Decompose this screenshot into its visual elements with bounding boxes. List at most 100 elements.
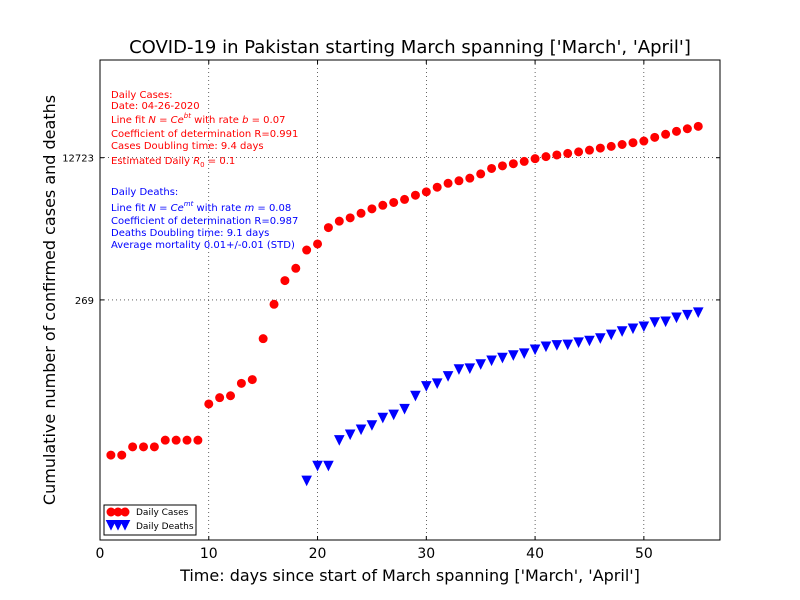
deaths-point: [638, 321, 650, 333]
cases-annotation-date: Date: 04-26-2020: [111, 101, 200, 112]
cases-point: [617, 140, 627, 150]
deaths-annotation: Daily Deaths: Line fit N = Cemt with rat…: [111, 187, 298, 251]
deaths-point: [660, 316, 671, 328]
cases-annotation: Daily Cases: Date: 04-26-2020 Line fit N…: [111, 90, 298, 169]
x-tick-label: 10: [200, 546, 218, 562]
cases-point: [682, 124, 692, 134]
deaths-point: [497, 352, 508, 364]
deaths-annotation-fit: Line fit N = Cemt with rate m = 0.08: [111, 200, 291, 214]
cases-point: [661, 129, 671, 139]
cases-point: [693, 121, 703, 131]
deaths-annotation-r2: Coefficient of determination R=0.987: [111, 216, 298, 227]
cases-point: [182, 435, 192, 445]
legend-deaths-label: Daily Deaths: [136, 522, 194, 532]
deaths-point: [671, 312, 682, 324]
cases-point: [139, 442, 149, 452]
cases-point: [541, 152, 551, 162]
cases-point: [258, 334, 268, 344]
cases-point: [356, 208, 366, 218]
deaths-point: [682, 309, 693, 321]
deaths-point: [486, 355, 497, 367]
cases-annotation-doubling: Cases Doubling time: 9.4 days: [111, 141, 264, 152]
cases-point: [160, 435, 170, 445]
cases-point: [247, 375, 257, 385]
cases-point: [650, 132, 660, 142]
deaths-point: [344, 429, 356, 441]
y-tick-label: 269: [75, 296, 94, 307]
cases-point: [595, 143, 605, 153]
cases-point: [106, 450, 116, 460]
cases-point: [302, 245, 312, 255]
deaths-point: [399, 403, 410, 415]
cases-point: [400, 194, 410, 204]
legend-deaths-marker-point: [105, 520, 117, 531]
chart-title: COVID-19 in Pakistan starting March span…: [129, 37, 691, 58]
x-axis-label: Time: days since start of March spanning…: [179, 566, 640, 585]
deaths-point: [551, 340, 563, 351]
deaths-annotation-heading: Daily Deaths:: [111, 187, 178, 198]
deaths-point: [431, 378, 443, 389]
x-tick-label: 40: [526, 546, 544, 562]
cases-point: [421, 187, 431, 197]
cases-point: [432, 182, 442, 192]
y-tick-label: 12723: [62, 154, 94, 165]
axis-ticks: 0 10 20 30 40 50 269 12723: [62, 60, 720, 562]
cases-point: [269, 299, 279, 309]
deaths-point: [421, 381, 432, 392]
cases-point: [367, 204, 377, 214]
deaths-point: [692, 307, 704, 318]
deaths-annotation-mortality: Average mortality 0.01+/-0.01 (STD): [111, 240, 295, 251]
cases-point: [149, 442, 159, 452]
legend-cases-marker-point: [120, 507, 130, 517]
cases-point: [204, 399, 214, 409]
deaths-point: [595, 333, 606, 344]
cases-point: [280, 276, 290, 286]
deaths-point: [605, 329, 617, 341]
deaths-point: [508, 350, 519, 361]
cases-point: [519, 156, 529, 166]
deaths-point: [562, 339, 574, 351]
cases-point: [508, 159, 518, 169]
deaths-point: [616, 326, 628, 337]
cases-point: [117, 450, 127, 460]
cases-point: [584, 145, 594, 155]
deaths-point: [573, 337, 584, 349]
deaths-point: [529, 344, 541, 356]
cases-point: [454, 176, 464, 186]
cases-point: [552, 150, 562, 160]
cases-point: [563, 148, 573, 158]
deaths-point: [540, 341, 552, 353]
deaths-point: [627, 323, 639, 335]
cases-point: [443, 178, 453, 188]
legend-deaths-marker: [105, 520, 131, 531]
deaths-point: [366, 420, 378, 431]
cases-point: [497, 161, 507, 171]
cases-point: [291, 263, 301, 273]
cases-point: [574, 147, 584, 157]
deaths-point: [464, 363, 476, 375]
deaths-point: [410, 390, 421, 402]
cases-point: [628, 138, 638, 148]
cases-annotation-fit: Line fit N = Cebt with rate b = 0.07: [111, 112, 285, 126]
cases-point: [410, 190, 420, 200]
legend: Daily Cases Daily Deaths: [103, 504, 197, 536]
cases-point: [389, 197, 399, 207]
x-tick-label: 30: [417, 546, 435, 562]
x-tick-label: 20: [309, 546, 327, 562]
deaths-point: [388, 409, 399, 421]
cases-point: [171, 435, 181, 445]
deaths-point: [377, 412, 389, 424]
cases-point: [193, 435, 203, 445]
data-points: [106, 121, 704, 487]
deaths-point: [333, 435, 345, 446]
deaths-point: [475, 359, 487, 370]
cases-point: [639, 136, 649, 146]
legend-deaths-marker-point: [119, 520, 131, 531]
cases-annotation-heading: Daily Cases:: [111, 90, 173, 101]
legend-cases-marker: [106, 507, 130, 517]
plot-area-frame: [99, 59, 721, 541]
deaths-point: [649, 317, 661, 328]
cases-annotation-r2: Coefficient of determination R=0.991: [111, 129, 298, 140]
legend-deaths-marker-point: [112, 520, 124, 531]
